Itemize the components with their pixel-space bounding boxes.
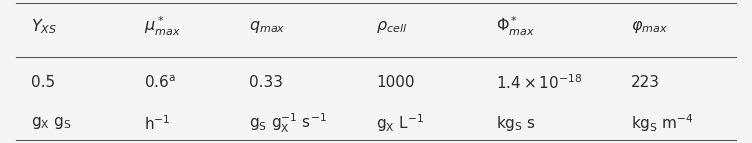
Text: 1000: 1000	[376, 75, 414, 90]
Text: $Y_{XS}$: $Y_{XS}$	[32, 17, 57, 36]
Text: $\mathrm{g_X\ g_S}$: $\mathrm{g_X\ g_S}$	[32, 115, 72, 131]
Text: 0.33: 0.33	[249, 75, 283, 90]
Text: $1.4 \times 10^{-18}$: $1.4 \times 10^{-18}$	[496, 73, 582, 92]
Text: $\mu^*_{max}$: $\mu^*_{max}$	[144, 15, 180, 38]
Text: 223: 223	[631, 75, 660, 90]
Text: $q_{max}$: $q_{max}$	[249, 19, 285, 35]
Text: 0.5: 0.5	[32, 75, 56, 90]
Text: $\mathrm{g_S\ g_X^{-1}\ s^{-1}}$: $\mathrm{g_S\ g_X^{-1}\ s^{-1}}$	[249, 112, 326, 135]
Text: 0.6$^{\mathrm{a}}$: 0.6$^{\mathrm{a}}$	[144, 74, 176, 91]
Text: $\Phi^*_{max}$: $\Phi^*_{max}$	[496, 15, 535, 38]
Text: $\varphi_{max}$: $\varphi_{max}$	[631, 19, 668, 35]
Text: $\mathrm{h^{-1}}$: $\mathrm{h^{-1}}$	[144, 114, 170, 133]
Text: $\rho_{cell}$: $\rho_{cell}$	[376, 19, 408, 35]
Text: $\mathrm{g_X\ L^{-1}}$: $\mathrm{g_X\ L^{-1}}$	[376, 113, 424, 134]
Text: $\mathrm{kg_S\ s}$: $\mathrm{kg_S\ s}$	[496, 114, 536, 133]
Text: $\mathrm{kg_S\ m^{-4}}$: $\mathrm{kg_S\ m^{-4}}$	[631, 113, 693, 134]
